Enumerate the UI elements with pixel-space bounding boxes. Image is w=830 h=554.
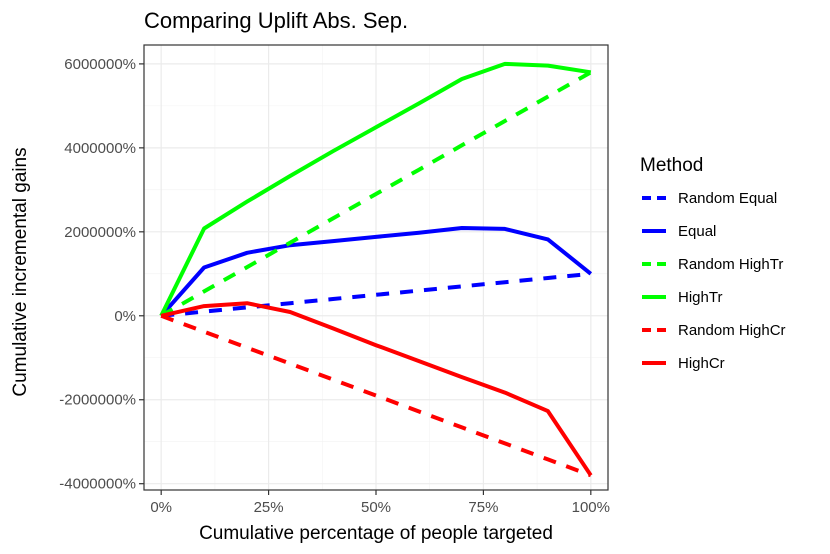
- legend-title: Method: [640, 155, 703, 176]
- series-line-highcr: [160, 301, 593, 477]
- x-tick-label: 0%: [150, 499, 172, 516]
- x-tick-label: 50%: [361, 499, 391, 516]
- legend-label: Random HighTr: [678, 256, 783, 273]
- y-tick-label: -2000000%: [59, 392, 136, 409]
- series-line-random-highcr: [160, 313, 592, 478]
- y-tick-label: 4000000%: [64, 140, 136, 157]
- series-line-random-hightr: [160, 70, 592, 318]
- y-tick-label: -4000000%: [59, 476, 136, 493]
- series-line-hightr: [159, 61, 592, 317]
- y-axis-title: Cumulative incremental gains: [10, 147, 31, 396]
- legend-label: HighCr: [678, 355, 725, 372]
- y-axis: -4000000% -2000000% 0% 2000000% 4000000% 6000…: [59, 56, 144, 493]
- x-axis: 0% 25% 50% 75% 100%: [150, 490, 610, 516]
- legend: Method Random Equal Equal Random HighTr Hig…: [640, 155, 786, 372]
- legend-label: HighTr: [678, 289, 722, 306]
- x-tick-label: 25%: [254, 499, 284, 516]
- y-tick-label: 6000000%: [64, 56, 136, 73]
- chart-title: Comparing Uplift Abs. Sep.: [144, 8, 408, 33]
- series-lines: [159, 61, 593, 478]
- legend-label: Random Equal: [678, 190, 777, 207]
- x-tick-label: 100%: [572, 499, 610, 516]
- x-tick-label: 75%: [468, 499, 498, 516]
- series-line-equal: [159, 226, 593, 318]
- y-tick-label: 0%: [114, 308, 136, 325]
- y-tick-label: 2000000%: [64, 224, 136, 241]
- x-axis-title: Cumulative percentage of people targeted: [199, 523, 553, 544]
- legend-label: Random HighCr: [678, 322, 786, 339]
- legend-label: Equal: [678, 223, 716, 240]
